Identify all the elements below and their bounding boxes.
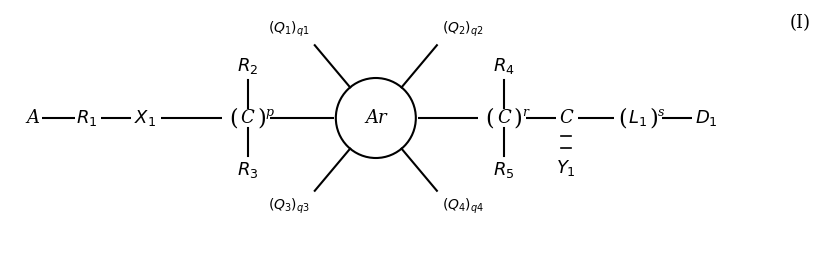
Text: ): ) xyxy=(257,107,266,129)
Text: A: A xyxy=(26,109,40,127)
Text: $D_1$: $D_1$ xyxy=(695,108,718,128)
Text: ): ) xyxy=(649,107,658,129)
Text: (I): (I) xyxy=(790,14,810,32)
Text: (: ( xyxy=(619,107,627,129)
Text: C: C xyxy=(497,109,510,127)
Text: $R_5$: $R_5$ xyxy=(493,160,515,180)
Text: $L_1$: $L_1$ xyxy=(629,108,648,128)
Text: r: r xyxy=(522,106,528,119)
Text: $X_1$: $X_1$ xyxy=(134,108,155,128)
Text: (: ( xyxy=(230,107,238,129)
Text: $R_1$: $R_1$ xyxy=(76,108,97,128)
Text: p: p xyxy=(266,106,273,119)
Text: $R_4$: $R_4$ xyxy=(493,56,515,76)
Text: ): ) xyxy=(513,107,522,129)
Text: C: C xyxy=(241,109,254,127)
Text: $(Q_1)_{q1}$: $(Q_1)_{q1}$ xyxy=(268,20,310,39)
Text: $(Q_4)_{q4}$: $(Q_4)_{q4}$ xyxy=(442,197,484,216)
Text: $R_3$: $R_3$ xyxy=(237,160,259,180)
Text: $Y_1$: $Y_1$ xyxy=(556,158,576,178)
Text: $R_2$: $R_2$ xyxy=(237,56,259,76)
Text: $(Q_2)_{q2}$: $(Q_2)_{q2}$ xyxy=(442,20,484,39)
Text: s: s xyxy=(657,106,664,119)
Text: C: C xyxy=(559,109,572,127)
Text: $(Q_3)_{q3}$: $(Q_3)_{q3}$ xyxy=(268,197,310,216)
Text: Ar: Ar xyxy=(365,109,387,127)
Text: (: ( xyxy=(486,107,494,129)
